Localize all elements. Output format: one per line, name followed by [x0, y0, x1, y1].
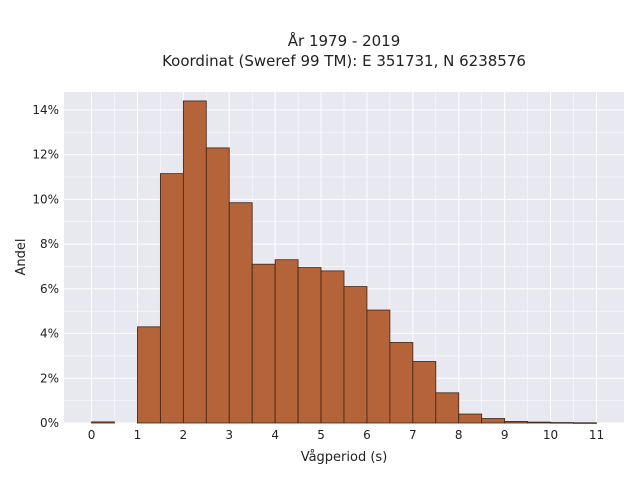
x-tick-labels: 0 1 2 3 4 5 6 7 8 9 10 11 — [88, 428, 604, 442]
bars — [91, 100, 597, 424]
chart-title-line-1: År 1979 - 2019 — [288, 31, 401, 50]
y-tick-label: 2% — [40, 371, 59, 385]
x-tick-label: 9 — [501, 428, 509, 442]
x-tick-label: 4 — [271, 428, 279, 442]
x-tick-label: 1 — [134, 428, 142, 442]
x-tick-label: 7 — [409, 428, 417, 442]
chart-title-line-2: Koordinat (Sweref 99 TM): E 351731, N 62… — [162, 52, 526, 70]
x-axis-label: Vågperiod (s) — [301, 450, 388, 465]
x-tick-label: 10 — [543, 428, 558, 442]
histogram-bar — [481, 418, 506, 424]
histogram-bar — [205, 147, 230, 424]
x-tick-label: 5 — [317, 428, 325, 442]
x-tick-label: 6 — [363, 428, 371, 442]
x-tick-label: 2 — [180, 428, 188, 442]
histogram-bar — [251, 263, 276, 424]
y-axis-label: Andel — [14, 239, 29, 276]
x-tick-label: 0 — [88, 428, 96, 442]
histogram-bar — [228, 202, 253, 424]
histogram-bar — [297, 267, 322, 424]
x-tick-label: 8 — [455, 428, 463, 442]
y-tick-label: 10% — [32, 192, 59, 206]
histogram-bar — [550, 422, 574, 424]
x-tick-label: 3 — [225, 428, 233, 442]
y-tick-labels: 0% 2% 4% 6% 8% 10% 12% 14% — [32, 103, 59, 430]
histogram-bar — [159, 173, 184, 424]
y-tick-label: 14% — [32, 103, 59, 117]
x-tick-label: 11 — [589, 428, 604, 442]
histogram-bar — [412, 361, 437, 424]
histogram-bar — [435, 392, 460, 424]
y-tick-label: 12% — [32, 148, 59, 162]
histogram-bar — [320, 270, 345, 424]
histogram-bar — [91, 421, 115, 424]
histogram-bar — [182, 100, 207, 424]
histogram-bar — [527, 421, 551, 424]
histogram-bar — [343, 286, 368, 424]
y-tick-label: 8% — [40, 237, 59, 251]
histogram-bar — [137, 326, 161, 424]
y-tick-label: 6% — [40, 282, 59, 296]
y-tick-label: 4% — [40, 327, 59, 341]
histogram-bar — [274, 259, 299, 424]
histogram-bar — [366, 309, 391, 424]
histogram-bar — [504, 421, 529, 424]
y-tick-label: 0% — [40, 416, 59, 430]
histogram-bar — [573, 422, 597, 424]
histogram-bar — [458, 413, 483, 424]
histogram-bar — [389, 342, 414, 424]
